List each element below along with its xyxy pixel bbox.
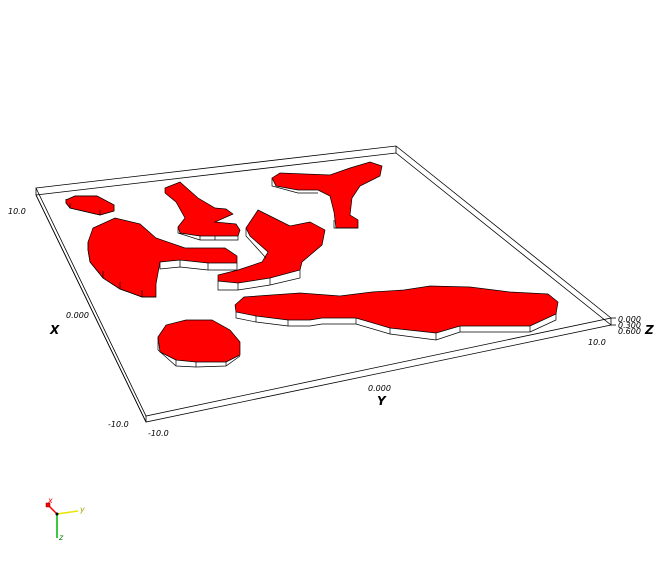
- island-branch-center: [217, 209, 326, 291]
- x-axis-label: X: [49, 323, 60, 337]
- island-y-right: [271, 161, 383, 229]
- z-tick-label-1: 0.300: [618, 321, 641, 330]
- z-tick-label-0: 0.000: [618, 315, 641, 324]
- x-tick-label-1: 0.000: [66, 311, 89, 320]
- y-tick-label-0: -10.0: [148, 429, 169, 438]
- extruded-shapes: [65, 161, 559, 368]
- island-long-right: [234, 285, 559, 341]
- z-tick-label-2: 0.600: [618, 327, 641, 336]
- y-tick-label-2: 10.0: [588, 338, 606, 347]
- island-blob-bottom: [157, 319, 241, 368]
- y-tick-label-1: 0.000: [368, 384, 391, 393]
- orientation-triad: x y z: [45, 496, 85, 542]
- z-axis-label: Z: [644, 323, 654, 337]
- y-axis: -10.0 0.000 10.0 Y: [148, 338, 606, 438]
- triad-x-label: x: [47, 496, 53, 505]
- x-axis: 10.0 0.000 -10.0 X: [8, 194, 147, 429]
- island-small-left: [65, 195, 115, 216]
- x-tick-label-0: 10.0: [8, 207, 26, 216]
- triad-y-label: y: [79, 505, 85, 514]
- z-axis: 0.000 0.300 0.600 Z: [611, 315, 654, 337]
- x-tick-label-2: -10.0: [108, 420, 129, 429]
- triad-z-label: z: [58, 533, 64, 542]
- island-fork-middle: [164, 181, 241, 241]
- island-large-left: [87, 217, 238, 298]
- y-axis-label: Y: [377, 394, 387, 408]
